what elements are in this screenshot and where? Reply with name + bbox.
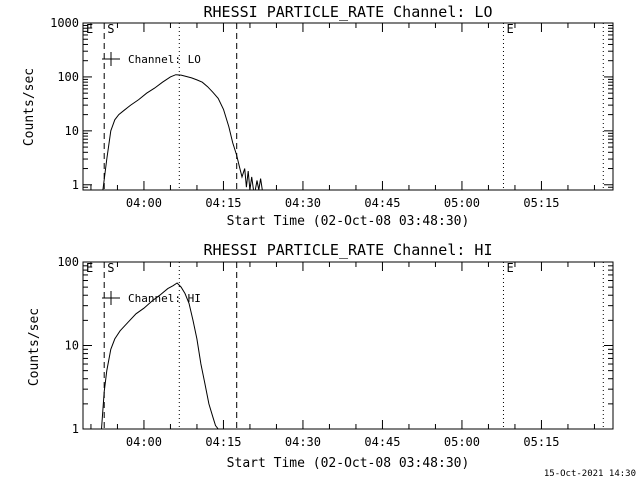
panel-hi-x-tick-label: 04:30 [285,435,321,449]
panel-lo-x-tick-label: 04:15 [205,196,241,210]
panel-hi-y-tick-label: 1 [72,422,79,436]
panel-hi-series-line [101,282,219,430]
panel-lo-x-label: Start Time (02-Oct-08 03:48:30) [227,214,470,229]
panel-lo: RHESSI PARTICLE_RATE Channel: LO 1101001… [22,3,614,229]
panel-hi-x-tick-label: 05:15 [523,435,559,449]
panel-lo-y-tick-label: 1 [72,178,79,192]
panel-hi-x-tick-label: 04:45 [364,435,400,449]
panel-lo-y-axis: 1 10 100 1000 [50,16,613,192]
panel-hi-series [101,282,219,430]
panel-lo-y-label: Counts/sec [22,68,37,146]
panel-hi-legend-label: Channel: HI [128,292,201,305]
panel-hi-y-axis: 1 10 100 [57,255,613,436]
panel-lo-x-tick-label: 04:45 [364,196,400,210]
panel-hi-y-label: Counts/sec [27,308,42,386]
panel-lo-x-tick-label: 04:00 [126,196,162,210]
panel-hi-title: RHESSI PARTICLE_RATE Channel: HI [204,241,493,259]
panel-lo-x-axis: 04:00 04:15 04:30 04:45 05:00 05:15 [90,23,595,210]
panel-hi-marker-label: S [107,261,114,275]
panel-hi-x-tick-label: 05:00 [444,435,480,449]
panel-lo-series-line [102,74,265,191]
panel-lo-marker-label: E [506,22,513,36]
panel-lo-legend: Channel: LO [102,52,201,66]
panel-hi-x-tick-label: 04:15 [205,435,241,449]
panel-hi-marker-label: E [86,261,93,275]
panel-lo-x-tick-label: 04:30 [285,196,321,210]
panel-lo-x-tick-label: 05:15 [523,196,559,210]
panel-hi-y-tick-label: 10 [65,339,79,353]
panel-hi-x-axis: 04:00 04:15 04:30 04:45 05:00 05:15 [90,262,595,449]
panel-hi: RHESSI PARTICLE_RATE Channel: HI 110100 … [27,241,614,471]
panel-lo-title: RHESSI PARTICLE_RATE Channel: LO [204,3,493,21]
panel-lo-series [102,74,265,191]
panel-lo-y-tick-label: 1000 [50,16,79,30]
panel-lo-marker-label: S [107,22,114,36]
panel-hi-y-tick-label: 100 [57,255,79,269]
footer-timestamp: 15-Oct-2021 14:30 [544,469,636,479]
panel-lo-y-tick-label: 100 [57,70,79,84]
panel-lo-y-tick-label: 10 [65,124,79,138]
panel-lo-marker-label: E [86,22,93,36]
panel-hi-legend: Channel: HI [102,291,201,305]
panel-lo-x-tick-label: 05:00 [444,196,480,210]
panel-lo-legend-label: Channel: LO [128,53,201,66]
panel-hi-marker-label: E [506,261,513,275]
panel-hi-x-label: Start Time (02-Oct-08 03:48:30) [227,456,470,471]
panel-hi-x-tick-label: 04:00 [126,435,162,449]
